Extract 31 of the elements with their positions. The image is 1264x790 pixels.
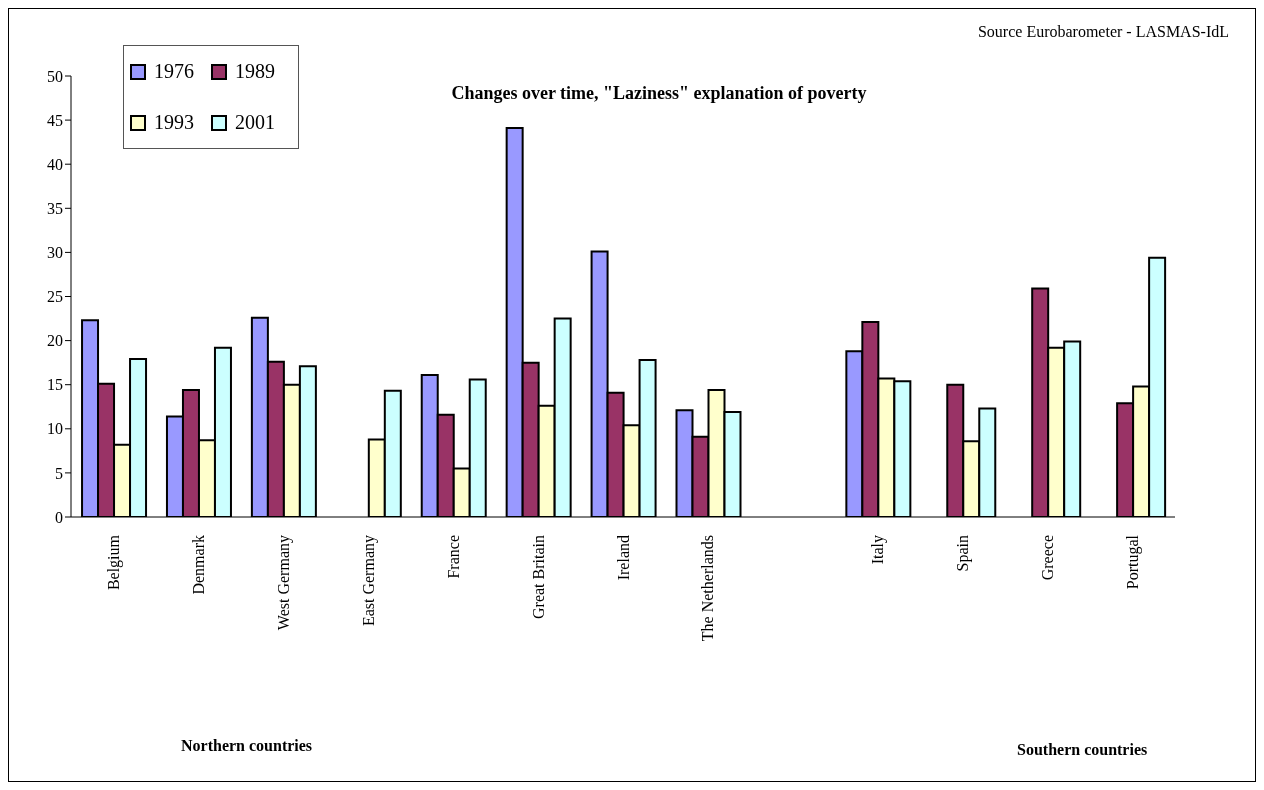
- chart-title: Changes over time, "Laziness" explanation of poverty: [450, 83, 868, 104]
- y-tick-label: 0: [55, 508, 63, 526]
- legend-label: 1993: [154, 111, 194, 134]
- text: Southern countries: [1017, 741, 1148, 759]
- y-tick-label: 35: [47, 199, 63, 217]
- x-tick-label: Greece: [1039, 535, 1057, 581]
- x-tick-label: Spain: [954, 535, 973, 572]
- y-tick-label: 15: [47, 376, 63, 394]
- source-note: Source Eurobarometer - LASMAS-IdL: [977, 23, 1229, 41]
- x-tick-label: Ireland: [614, 535, 632, 581]
- x-tick-label: Great Britain: [529, 535, 547, 619]
- y-tick-label: 20: [47, 332, 63, 350]
- text: Northern countries: [181, 737, 313, 755]
- x-tick-label: The Netherlands: [699, 535, 717, 642]
- y-tick-label: 30: [47, 244, 63, 262]
- x-tick-label: West Germany: [274, 535, 293, 631]
- x-tick-label: Portugal: [1124, 534, 1143, 590]
- y-tick-label: 5: [55, 464, 63, 482]
- y-tick-label: 25: [47, 288, 63, 306]
- legend-label: 1976: [154, 60, 194, 83]
- x-tick-label: Belgium: [104, 534, 123, 591]
- legend-label: 2001: [235, 111, 275, 134]
- x-tick-label: Italy: [869, 535, 888, 565]
- x-tick-label: East Germany: [359, 535, 378, 627]
- x-tick-label: Denmark: [189, 535, 207, 595]
- legend-label: 1989: [235, 60, 275, 83]
- y-tick-label: 45: [47, 111, 63, 129]
- y-tick-label: 40: [47, 155, 63, 173]
- y-tick-label: 10: [47, 420, 63, 438]
- y-tick-label: 50: [47, 67, 63, 85]
- x-tick-label: France: [444, 535, 462, 579]
